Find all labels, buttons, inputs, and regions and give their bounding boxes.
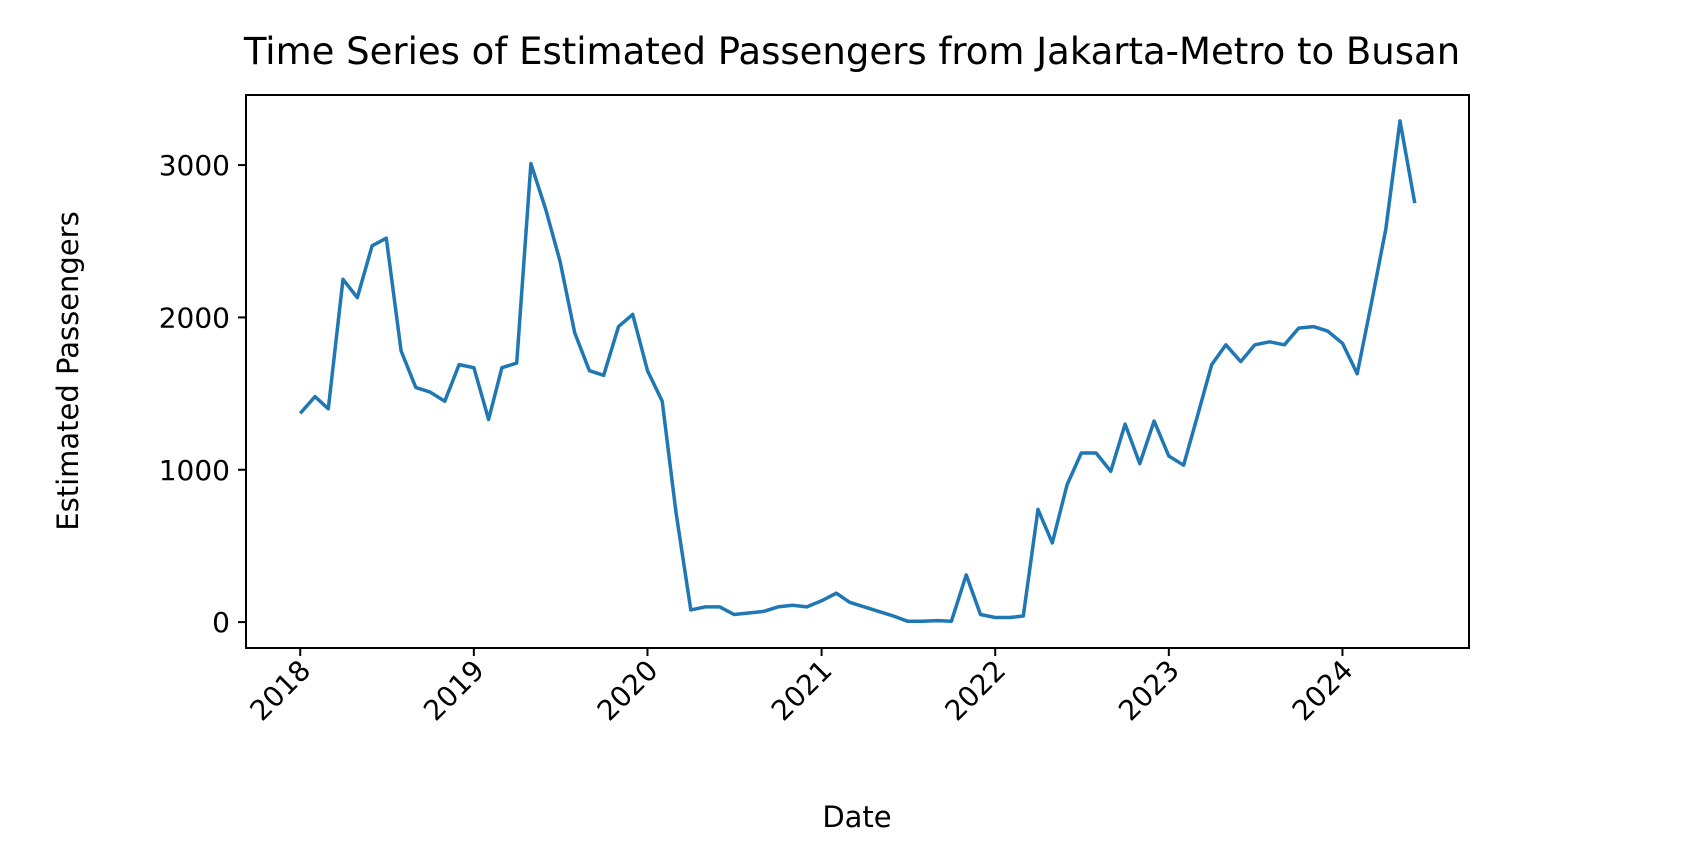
- x-tick-label: 2024: [1286, 654, 1360, 728]
- plot-area-frame: [245, 94, 1470, 649]
- y-tick-label: 0: [212, 606, 230, 639]
- x-tick-label: 2018: [243, 654, 317, 728]
- y-axis-label: Estimated Passengers: [51, 211, 85, 530]
- x-axis: 2018 2019 2020 2021 2022 2023 2024: [243, 648, 1359, 727]
- y-tick-label: 2000: [159, 301, 230, 334]
- chart-title: Time Series of Estimated Passengers from…: [243, 30, 1460, 73]
- x-axis-label: Date: [822, 800, 891, 834]
- y-tick-label: 3000: [159, 149, 230, 182]
- x-tick-label: 2023: [1112, 654, 1186, 728]
- x-tick-label: 2020: [591, 654, 665, 728]
- series-line: [298, 119, 1417, 624]
- y-axis: 0 1000 2000 3000: [159, 149, 246, 639]
- x-tick-label: 2021: [765, 654, 839, 728]
- x-tick-label: 2019: [417, 654, 491, 728]
- y-tick-label: 1000: [159, 454, 230, 487]
- x-tick-label: 2022: [938, 654, 1012, 728]
